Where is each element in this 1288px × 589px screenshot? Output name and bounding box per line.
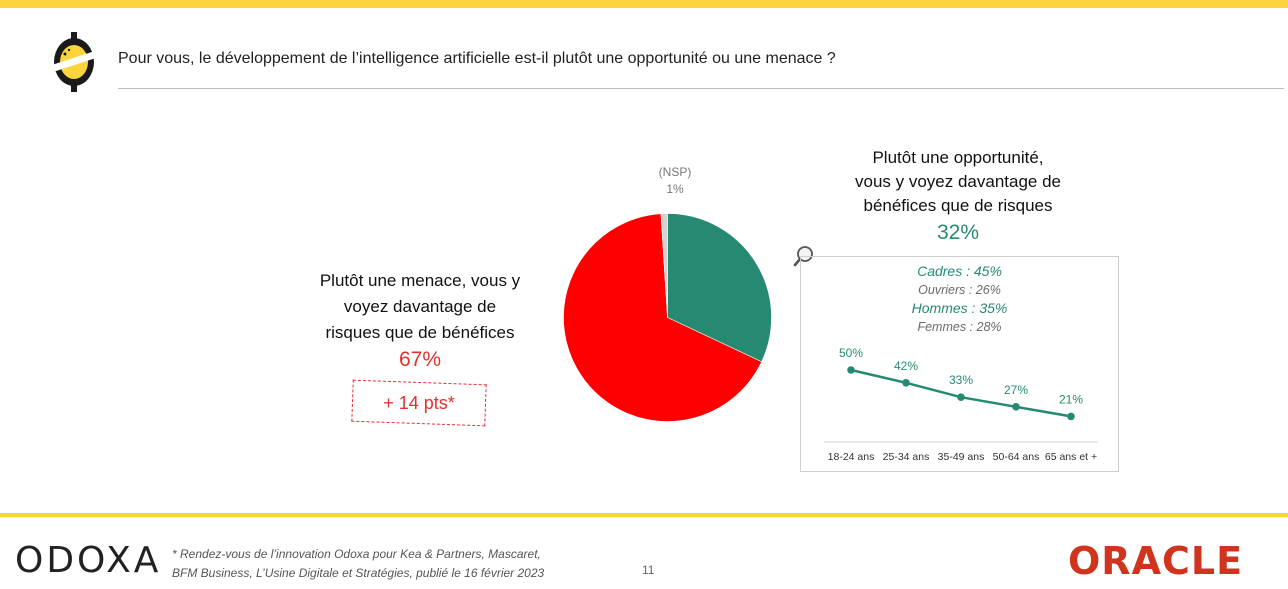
footnote-line: BFM Business, L’Usine Digitale et Straté… (172, 566, 545, 580)
menace-label-line: risques que de bénéfices (325, 323, 515, 342)
opportunite-label: Plutôt une opportunité, vous y voyez dav… (830, 146, 1086, 218)
oracle-logo: ORACLE (1068, 539, 1244, 583)
nsp-value: 1% (666, 182, 684, 196)
x-tick-label: 18-24 ans (828, 451, 875, 463)
opportunite-label-line: Plutôt une opportunité, (872, 148, 1044, 167)
data-label: 21% (1059, 392, 1083, 406)
opportunite-label-line: vous y voyez davantage de (854, 172, 1062, 191)
data-label: 27% (1004, 383, 1028, 397)
opportunite-label-line: bénéfices que de risques (863, 196, 1053, 215)
odoxa-logo: ODOXA (15, 540, 162, 581)
menace-label-line: Plutôt une menace, vous y (319, 271, 521, 290)
x-tick-label: 35-49 ans (938, 451, 985, 463)
magnifier-icon (793, 246, 813, 267)
nsp-name: (NSP) (658, 165, 692, 179)
menace-label-line: voyez davantage de (343, 297, 497, 316)
age-line-chart: 50% 18-24 ans 42% 25-34 ans 33% 35-49 ans 27% 5… (824, 346, 1098, 463)
pie-slice (563, 213, 763, 422)
opportunite-percentage: 32% (936, 221, 980, 244)
cadres-stat: Cadres : 45% (917, 263, 1002, 279)
menace-block: Plutôt une menace, vous y voyez davantag… (300, 268, 540, 372)
odoxa-logo-icon (51, 32, 97, 92)
femmes-stat: Femmes : 28% (917, 320, 1002, 334)
pie-chart (563, 213, 772, 422)
footnote: * Rendez-vous de l’innovation Odoxa pour… (172, 545, 544, 583)
line-point (1012, 403, 1020, 411)
pie-slice (667, 213, 772, 363)
top-accent-bar (0, 0, 1288, 8)
nsp-label: (NSP) 1% (640, 164, 710, 198)
pie-slice (660, 213, 668, 318)
opportunite-block: Plutôt une opportunité, vous y voyez dav… (830, 146, 1086, 245)
data-label: 33% (949, 373, 973, 387)
ouvriers-stat: Ouvriers : 26% (918, 283, 1001, 297)
detail-box (800, 256, 1119, 472)
line-point (902, 379, 910, 387)
footnote-line: * Rendez-vous de l’innovation Odoxa pour… (172, 547, 541, 561)
line-point (1067, 412, 1075, 421)
data-label: 42% (894, 359, 918, 373)
title-divider (118, 88, 1284, 89)
question-title: Pour vous, le développement de l’intelli… (118, 50, 836, 67)
x-tick-label: 25-34 ans (883, 451, 930, 463)
x-tick-label: 65 ans et + (1045, 451, 1097, 463)
line-point (957, 393, 965, 401)
evolution-label: + 14 pts* (383, 393, 455, 413)
menace-label: Plutôt une menace, vous y voyez davantag… (300, 268, 540, 346)
hommes-stat: Hommes : 35% (911, 300, 1008, 316)
line-point (847, 366, 855, 374)
bottom-accent-bar (0, 513, 1288, 517)
data-label: 50% (839, 346, 863, 360)
menace-percentage: 67% (398, 348, 442, 371)
page-number: 11 (642, 563, 655, 577)
x-tick-label: 50-64 ans (993, 451, 1040, 463)
